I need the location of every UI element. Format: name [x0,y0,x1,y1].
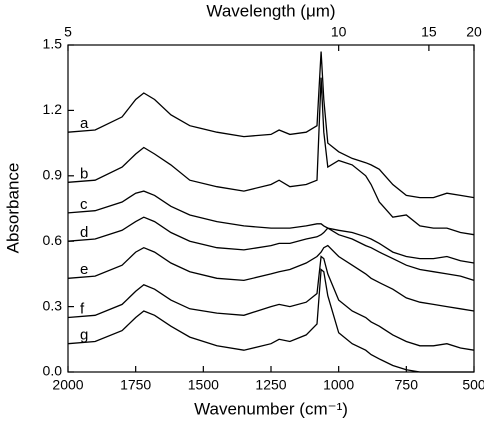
series-label: f [80,300,85,317]
x-tick-label: 1000 [323,377,354,393]
y-tick-label: 1.2 [43,101,63,117]
y-tick-label: 0.3 [43,297,63,313]
y-tick-label: 0.6 [43,232,63,248]
spectrum-line [67,190,475,264]
y-axis-label: Absorbance [3,163,22,254]
spectrum-line [67,216,475,282]
x-tick-label: 1500 [188,377,219,393]
series-label: a [80,115,89,132]
series-label: g [80,327,88,344]
series-label: c [80,196,88,213]
spectrum-line [67,51,475,199]
series-label: e [80,261,88,278]
spectrum-line [67,255,475,351]
top-x-tick-label: 10 [331,24,347,40]
series-label: d [80,224,88,241]
x-tick-label: 1750 [120,377,151,393]
x-tick-label: 1250 [255,377,286,393]
y-tick-label: 1.5 [43,36,63,52]
top-x-tick-label: 5 [64,24,72,40]
y-tick-label: 0.0 [43,363,63,379]
top-x-tick-label: 15 [421,24,437,40]
series-label: b [80,165,88,182]
top-axis-label: Wavelength (μm) [206,1,335,20]
x-axis-label: Wavenumber (cm⁻¹) [194,399,348,418]
x-tick-label: 500 [462,377,484,393]
spectrum-line [67,244,475,312]
plot-frame [67,44,475,373]
x-tick-label: 750 [395,377,419,393]
spectrum-line [67,268,474,373]
top-x-tick-label: 20 [466,24,482,40]
x-tick-label: 2000 [52,377,83,393]
spectrum-line [67,77,475,236]
y-tick-label: 0.9 [43,167,63,183]
